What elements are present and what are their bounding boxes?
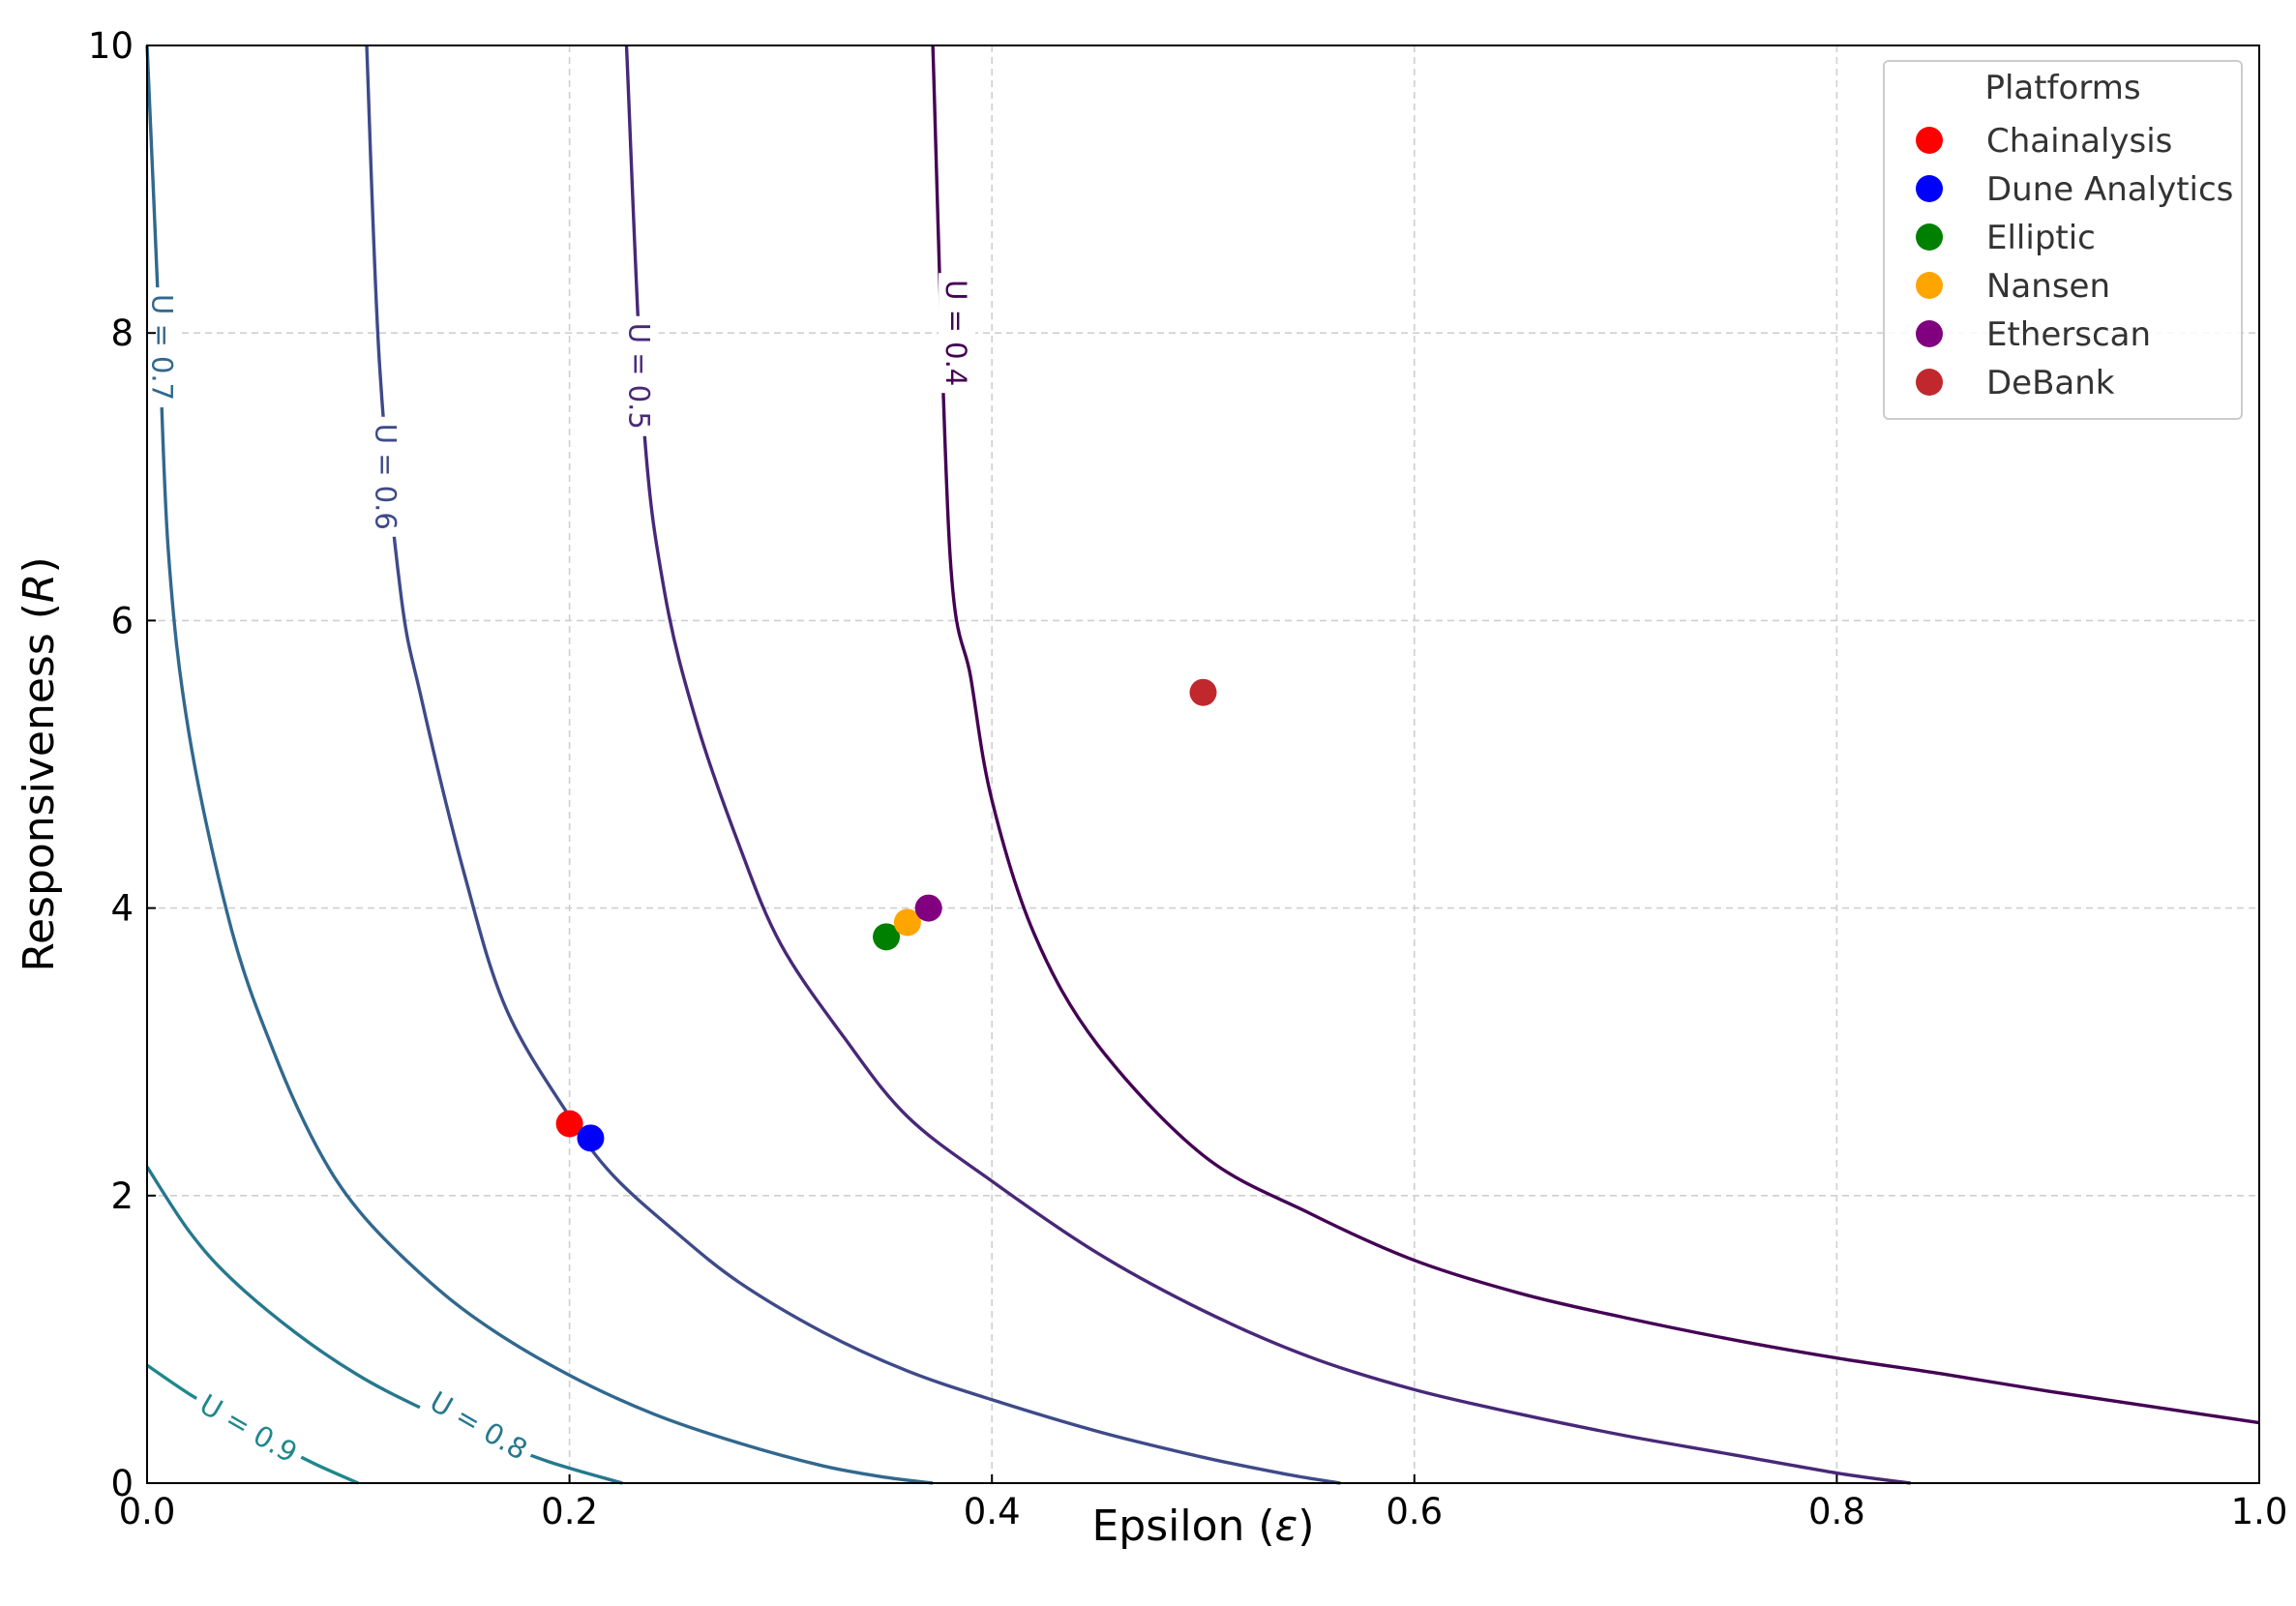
legend: Platforms Chainalysis Dune Analytics Ellip… xyxy=(1883,60,2243,420)
contour-u-0-4 xyxy=(931,45,2260,1425)
point-debank xyxy=(1189,678,1217,706)
point-dune-analytics xyxy=(577,1124,605,1152)
legend-marker xyxy=(1916,223,1943,251)
contour-lines xyxy=(145,45,2260,1485)
legend-label: Elliptic xyxy=(1986,219,2096,257)
contour-label-bg xyxy=(418,1379,541,1472)
legend-items: Chainalysis Dune Analytics Elliptic Nansen E… xyxy=(1916,122,2233,402)
legend-box xyxy=(1883,60,2243,420)
y-tick-label: 4 xyxy=(110,888,134,930)
y-tick-label: 8 xyxy=(110,312,134,354)
x-tick-label: 1.0 xyxy=(2231,1491,2288,1532)
contour-u-0-8 xyxy=(145,1166,623,1485)
legend-title: Platforms xyxy=(1984,69,2140,107)
plot-frame xyxy=(146,45,2260,1484)
point-elliptic xyxy=(873,923,901,951)
legend-marker xyxy=(1916,272,1943,299)
contour-labels: U = 0.4 U = 0.5 U = 0.6 U = 0.7 U = 0.8 U = 0… xyxy=(144,273,976,1474)
contour-label: U = 0.7 xyxy=(144,287,182,408)
contour-label-text: U = 0.6 xyxy=(370,424,403,530)
contour-label: U = 0.8 xyxy=(418,1379,541,1472)
contour-label: U = 0.5 xyxy=(621,315,659,436)
contour-label-bg xyxy=(188,1382,311,1474)
point-chainalysis xyxy=(555,1110,583,1138)
contour-label: U = 0.9 xyxy=(188,1382,311,1474)
legend-label: Nansen xyxy=(1986,267,2110,306)
x-tick-label: 0.6 xyxy=(1386,1491,1443,1532)
contour-label-bg xyxy=(939,273,976,394)
y-axis-label: Responsiveness (R) xyxy=(15,556,64,971)
scatter-points xyxy=(555,678,1217,1152)
legend-label: Dune Analytics xyxy=(1986,170,2233,209)
x-tick-label: 0.2 xyxy=(541,1491,598,1532)
contour-label-bg xyxy=(368,416,405,537)
y-tick-label: 10 xyxy=(88,25,134,67)
contour-label-text: U = 0.7 xyxy=(145,294,178,401)
contour-u-0-7 xyxy=(145,45,934,1485)
y-tick-label: 6 xyxy=(110,600,134,641)
legend-marker xyxy=(1916,175,1943,202)
contour-label-bg xyxy=(144,287,182,408)
y-tick-label: 2 xyxy=(110,1175,134,1217)
point-nansen xyxy=(893,908,921,937)
legend-label: Etherscan xyxy=(1986,315,2151,354)
x-tick-label: 0.8 xyxy=(1808,1491,1865,1532)
x-tick-label: 0.0 xyxy=(119,1491,176,1532)
legend-marker xyxy=(1916,127,1943,154)
contour-label: U = 0.4 xyxy=(939,273,976,394)
legend-marker xyxy=(1916,320,1943,347)
axis-ticks: 0.0 0.2 0.4 0.6 0.8 1.0 0 2 4 6 8 10 xyxy=(88,25,2288,1532)
legend-label: Chainalysis xyxy=(1986,122,2172,161)
contour-label: U = 0.6 xyxy=(368,416,405,537)
point-etherscan xyxy=(914,894,942,922)
y-tick-label: 0 xyxy=(110,1463,134,1504)
legend-label: DeBank xyxy=(1986,364,2115,402)
contour-u-0-6 xyxy=(365,45,1341,1485)
x-axis-label: Epsilon (ε) xyxy=(1091,1502,1314,1551)
x-tick-label: 0.4 xyxy=(964,1491,1021,1532)
contour-u-0-5 xyxy=(624,45,1912,1485)
contour-label-bg xyxy=(621,315,659,436)
legend-marker xyxy=(1916,369,1943,396)
contour-label-text: U = 0.5 xyxy=(623,323,656,430)
contour-label-text: U = 0.4 xyxy=(939,280,972,386)
